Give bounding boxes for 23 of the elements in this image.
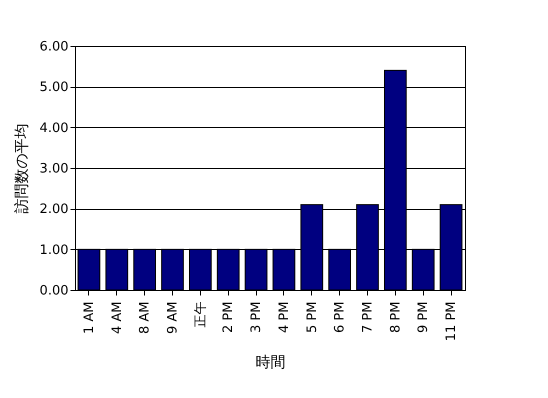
x-tick-label: 2 PM bbox=[221, 302, 236, 333]
x-tick-label: 11 PM bbox=[444, 302, 460, 342]
y-tick-label: 1.00 bbox=[40, 242, 68, 258]
y-tick-label: 6.00 bbox=[40, 40, 68, 54]
x-tick-label: 1 AM bbox=[82, 302, 97, 334]
x-tick-label: 4 AM bbox=[110, 302, 125, 334]
y-tick-label: 4.00 bbox=[40, 120, 68, 136]
x-tick-label: 3 PM bbox=[249, 302, 264, 333]
y-tick-label: 0.00 bbox=[40, 284, 68, 298]
y-tick-label: 5.00 bbox=[40, 80, 68, 96]
x-tick-label: 5 PM bbox=[304, 302, 320, 333]
x-tick-label: 8 AM bbox=[138, 302, 153, 334]
y-tick-label: 3.00 bbox=[40, 162, 68, 176]
x-axis-title: 時間 bbox=[256, 353, 286, 372]
x-tick-label: 8 PM bbox=[388, 302, 404, 333]
x-tick-label: 4 PM bbox=[276, 302, 292, 333]
x-tick-label: 7 PM bbox=[360, 302, 376, 333]
x-tick-label: 正午 bbox=[193, 302, 208, 328]
x-tick-label: 9 PM bbox=[416, 302, 432, 333]
y-tick-label: 2.00 bbox=[40, 202, 68, 218]
x-tick-label: 6 PM bbox=[332, 302, 348, 333]
y-axis-title: 訪問数の平均 bbox=[12, 124, 31, 214]
x-tick-label: 9 AM bbox=[166, 302, 180, 334]
